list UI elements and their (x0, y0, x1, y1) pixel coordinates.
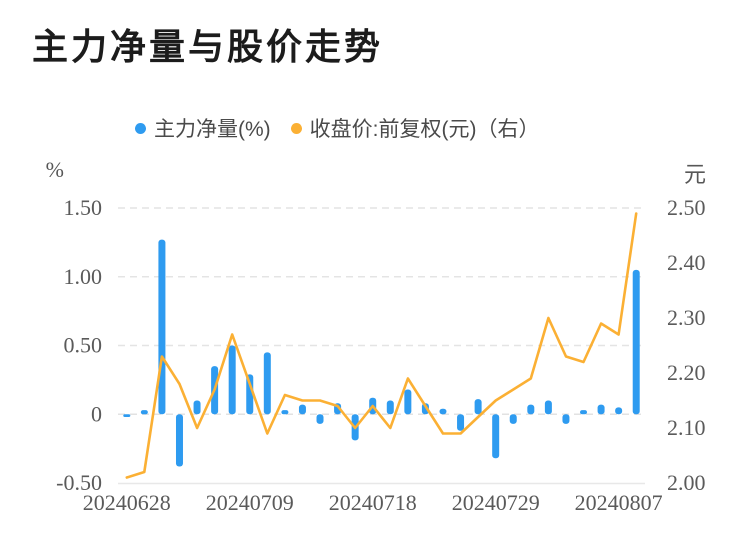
bar-main-net-volume (281, 410, 289, 415)
chart-title: 主力净量与股价走势 (32, 26, 384, 67)
right-axis-tick-label: 2.50 (667, 195, 706, 220)
right-axis-tick-label: 2.40 (667, 250, 706, 275)
legend-dot-icon (290, 122, 302, 134)
bar-main-net-volume (404, 389, 412, 415)
x-axis-date-label: 20240709 (206, 490, 294, 515)
bar-main-net-volume (228, 345, 236, 415)
bar-main-net-volume (580, 410, 588, 415)
bar-main-net-volume (175, 414, 183, 467)
right-axis-unit-label: 元 (684, 162, 707, 187)
left-axis-tick-label: 1.50 (64, 195, 103, 220)
bar-main-net-volume (316, 414, 324, 424)
bar-main-net-volume (263, 352, 271, 415)
right-axis-tick-label: 2.20 (667, 360, 706, 385)
x-axis-date-label: 20240718 (329, 490, 417, 515)
bar-main-net-volume (527, 404, 535, 415)
line-close-price (125, 212, 638, 479)
legend-item-main-net-volume[interactable]: 主力净量(%) (135, 113, 271, 143)
bar-main-net-volume (457, 414, 465, 431)
right-axis-tick-label: 2.00 (667, 470, 706, 495)
legend-label: 收盘价:前复权(元)（右） (309, 118, 540, 141)
left-axis-tick-label: 0 (91, 401, 102, 426)
right-axis-tick-label: 2.10 (667, 415, 706, 440)
x-axis-date-label: 20240729 (452, 490, 540, 515)
legend-label: 主力净量(%) (154, 118, 271, 141)
left-axis-tick-label: 0.50 (64, 333, 103, 358)
bar-main-net-volume (246, 374, 254, 415)
left-axis-tick-label: 1.00 (64, 264, 103, 289)
bar-main-net-volume (193, 400, 201, 415)
bar-main-net-volume (439, 408, 447, 415)
bar-main-net-volume (474, 399, 482, 415)
legend-item-close-price[interactable]: 收盘价:前复权(元)（右） (290, 113, 540, 143)
legend-dot-icon (135, 122, 146, 134)
x-axis-date-label: 20240628 (83, 490, 171, 515)
bar-main-net-volume (632, 269, 640, 415)
bar-main-net-volume (615, 407, 623, 415)
bar-main-net-volume (140, 410, 148, 415)
bar-main-net-volume (421, 403, 429, 415)
legend: 主力净量(%) 收盘价:前复权(元)（右） (135, 113, 540, 143)
bar-main-net-volume (597, 404, 605, 415)
bar-main-net-volume (158, 239, 166, 415)
bar-main-net-volume (386, 400, 394, 415)
x-axis-date-label: 20240807 (575, 490, 663, 515)
left-axis-tick-label: -0.50 (56, 470, 102, 495)
bar-main-net-volume (562, 414, 570, 424)
bar-main-net-volume (492, 414, 500, 459)
bar-main-net-volume (509, 414, 517, 424)
bar-main-net-volume (123, 414, 131, 417)
right-axis-tick-label: 2.30 (667, 305, 706, 330)
bar-main-net-volume (544, 400, 552, 415)
bar-main-net-volume (298, 404, 306, 415)
left-axis-unit-label: % (45, 157, 64, 182)
